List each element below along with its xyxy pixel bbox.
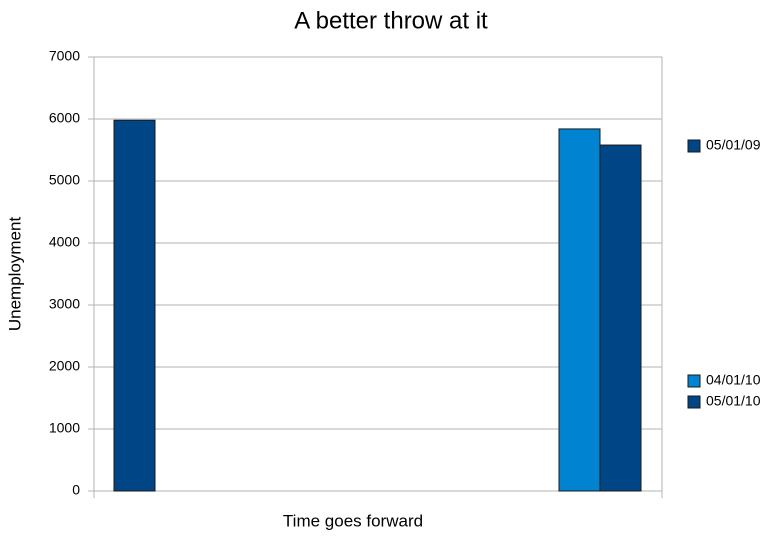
y-tick-label: 2000	[49, 358, 80, 374]
y-axis-label: Unemployment	[5, 217, 24, 332]
y-tick-label: 0	[72, 482, 80, 498]
bar	[113, 119, 156, 492]
y-tick-label: 4000	[49, 234, 80, 250]
y-tick-label: 1000	[49, 420, 80, 436]
y-tick-label: 7000	[49, 48, 80, 64]
chart-title: A better throw at it	[294, 7, 488, 34]
legend-label: 05/01/09	[706, 137, 761, 153]
y-tick-label: 3000	[49, 296, 80, 312]
y-tick-label: 6000	[49, 110, 80, 126]
legend-label: 04/01/10	[706, 372, 761, 388]
legend-swatch	[687, 374, 701, 388]
legend-label: 05/01/10	[706, 393, 761, 409]
x-axis-label: Time goes forward	[283, 511, 423, 530]
bar	[599, 144, 642, 492]
bar	[558, 128, 601, 492]
legend-swatch	[687, 139, 701, 153]
legend-swatch	[687, 395, 701, 409]
y-tick-label: 5000	[49, 172, 80, 188]
